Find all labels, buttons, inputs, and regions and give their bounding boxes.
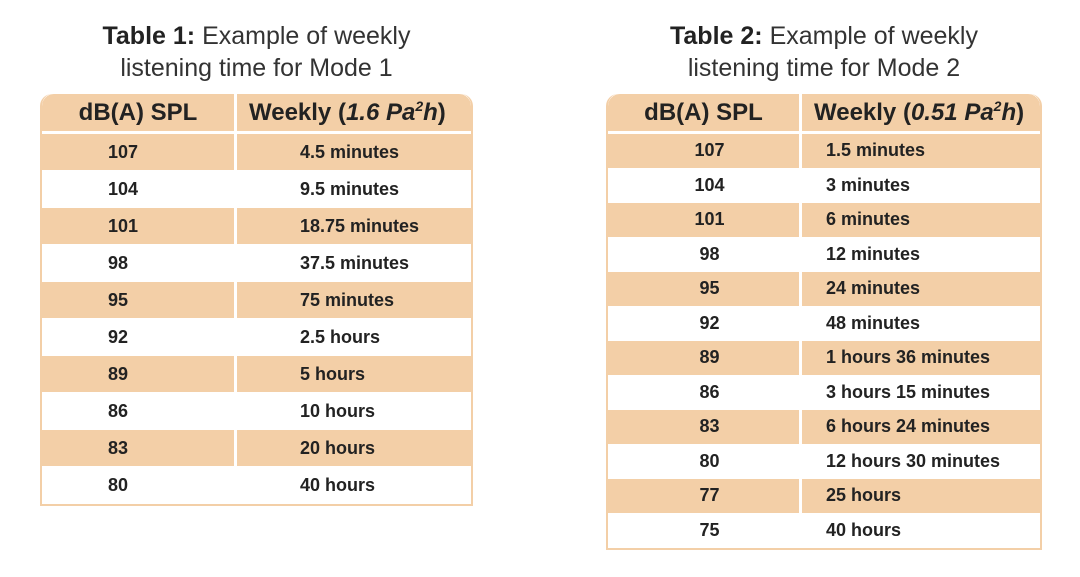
weekly-time-cell: 1.5 minutes bbox=[826, 140, 926, 161]
weekly-time-cell: 25 hours bbox=[826, 485, 902, 506]
spl-cell: 86 bbox=[608, 375, 802, 409]
table2-body: 107 1.5 minutes 104 3 minutes 101 6 minutes 98… bbox=[608, 134, 1040, 548]
weekly-time-cell: 40 hours bbox=[826, 519, 902, 540]
table-row: 101 18.75 minutes bbox=[42, 208, 471, 245]
table2-header-weekly-unit: h bbox=[1001, 99, 1017, 126]
table1-caption: Table 1: Example of weekly listening tim… bbox=[40, 20, 473, 84]
weekly-time-cell: 4.5 minutes bbox=[300, 141, 400, 162]
table-row: 107 4.5 minutes bbox=[42, 134, 471, 171]
spl-cell: 77 bbox=[608, 479, 802, 513]
table2-caption-line2: listening time for Mode 2 bbox=[687, 54, 961, 82]
table1-header-weekly-unit: h bbox=[423, 99, 438, 126]
spl-cell: 101 bbox=[42, 208, 237, 244]
table2-caption-label: Table 2: bbox=[669, 22, 763, 50]
table1-caption-label: Table 1: bbox=[102, 22, 196, 50]
spl-cell: 104 bbox=[608, 168, 802, 202]
table2-header-spl: dB(A) SPL bbox=[608, 94, 802, 131]
spl-cell: 92 bbox=[608, 306, 802, 340]
spl-cell: 98 bbox=[42, 245, 237, 281]
table1-header-row: dB(A) SPL Weekly (1.6 Pa2h ) bbox=[42, 94, 471, 134]
table-row: 98 37.5 minutes bbox=[42, 245, 471, 282]
table1-header-weekly-sup: 2 bbox=[415, 98, 424, 114]
weekly-time-cell: 6 minutes bbox=[826, 209, 911, 230]
spl-cell: 107 bbox=[608, 134, 802, 168]
table1-caption-line2: listening time for Mode 1 bbox=[120, 54, 393, 82]
weekly-time-cell: 3 minutes bbox=[826, 174, 911, 195]
spl-cell: 95 bbox=[42, 282, 237, 318]
table-row: 86 3 hours 15 minutes bbox=[608, 375, 1040, 410]
weekly-time-cell: 48 minutes bbox=[826, 312, 921, 333]
weekly-time-cell: 3 hours 15 minutes bbox=[826, 381, 991, 402]
table-row: 89 5 hours bbox=[42, 356, 471, 393]
table-row: 77 25 hours bbox=[608, 479, 1040, 514]
table-row: 107 1.5 minutes bbox=[608, 134, 1040, 169]
table-row: 86 10 hours bbox=[42, 393, 471, 430]
table-row: 95 24 minutes bbox=[608, 272, 1040, 307]
weekly-time-cell: 1 hours 36 minutes bbox=[826, 347, 991, 368]
spl-cell: 89 bbox=[42, 356, 237, 392]
spl-cell: 92 bbox=[42, 319, 237, 355]
table1-header-weekly-value: 1.6 Pa bbox=[345, 99, 416, 126]
weekly-time-cell: 12 minutes bbox=[826, 243, 921, 264]
table-row: 104 9.5 minutes bbox=[42, 171, 471, 208]
table-row: 95 75 minutes bbox=[42, 282, 471, 319]
weekly-time-cell: 10 hours bbox=[300, 400, 376, 421]
table1-header-weekly-prefix: Weekly ( bbox=[249, 98, 346, 126]
spl-cell: 86 bbox=[42, 393, 237, 429]
table1: dB(A) SPL Weekly (1.6 Pa2h ) 107 4.5 minu… bbox=[40, 94, 473, 506]
weekly-time-cell: 2.5 hours bbox=[300, 326, 381, 347]
table-row: 80 40 hours bbox=[42, 467, 471, 504]
weekly-time-cell: 18.75 minutes bbox=[300, 215, 420, 236]
spl-cell: 101 bbox=[608, 203, 802, 237]
table-row: 83 6 hours 24 minutes bbox=[608, 410, 1040, 445]
table2-caption-line1: Table 2: Example of weekly bbox=[606, 20, 1042, 52]
table2-header-weekly-value: 0.51 Pa bbox=[910, 99, 994, 126]
spl-cell: 95 bbox=[608, 272, 802, 306]
table-row: 104 3 minutes bbox=[608, 168, 1040, 203]
table-row: 98 12 minutes bbox=[608, 237, 1040, 272]
table2: dB(A) SPL Weekly (0.51 Pa2h ) 107 1.5 min… bbox=[606, 94, 1042, 550]
spl-cell: 80 bbox=[608, 444, 802, 478]
spl-cell: 75 bbox=[608, 513, 802, 547]
table-row: 92 2.5 hours bbox=[42, 319, 471, 356]
spl-cell: 83 bbox=[42, 430, 237, 466]
table1-caption-line1: Table 1: Example of weekly bbox=[40, 20, 473, 52]
table2-header-weekly-sup: 2 bbox=[993, 98, 1002, 114]
table-row: 101 6 minutes bbox=[608, 203, 1040, 238]
spl-cell: 89 bbox=[608, 341, 802, 375]
table1-header-weekly: Weekly (1.6 Pa2h ) bbox=[237, 94, 471, 131]
weekly-time-cell: 12 hours 30 minutes bbox=[826, 450, 1001, 471]
table2-header-weekly: Weekly (0.51 Pa2h ) bbox=[802, 94, 1040, 131]
weekly-time-cell: 75 minutes bbox=[300, 289, 395, 310]
table-row: 89 1 hours 36 minutes bbox=[608, 341, 1040, 376]
spl-cell: 98 bbox=[608, 237, 802, 271]
table1-header-spl: dB(A) SPL bbox=[42, 94, 237, 131]
weekly-time-cell: 6 hours 24 minutes bbox=[826, 416, 991, 437]
table-row: 80 12 hours 30 minutes bbox=[608, 444, 1040, 479]
table2-header-row: dB(A) SPL Weekly (0.51 Pa2h ) bbox=[608, 94, 1040, 134]
table2-header-weekly-prefix: Weekly ( bbox=[814, 98, 911, 126]
table1-header-weekly-suffix: ) bbox=[437, 98, 446, 126]
table2-caption-text: Example of weekly bbox=[769, 22, 978, 50]
table1-caption-text: Example of weekly bbox=[202, 22, 411, 50]
weekly-time-cell: 37.5 minutes bbox=[300, 252, 410, 273]
weekly-time-cell: 24 minutes bbox=[826, 278, 921, 299]
spl-cell: 107 bbox=[42, 134, 237, 170]
spl-cell: 104 bbox=[42, 171, 237, 207]
table2-caption: Table 2: Example of weekly listening tim… bbox=[606, 20, 1042, 84]
spl-cell: 83 bbox=[608, 410, 802, 444]
weekly-time-cell: 40 hours bbox=[300, 474, 376, 495]
weekly-time-cell: 9.5 minutes bbox=[300, 178, 400, 199]
table-row: 83 20 hours bbox=[42, 430, 471, 467]
table-row: 75 40 hours bbox=[608, 513, 1040, 548]
weekly-time-cell: 5 hours bbox=[300, 363, 366, 384]
table-row: 92 48 minutes bbox=[608, 306, 1040, 341]
weekly-time-cell: 20 hours bbox=[300, 437, 376, 458]
table1-body: 107 4.5 minutes 104 9.5 minutes 101 18.75 min… bbox=[42, 134, 471, 504]
table2-header-weekly-suffix: ) bbox=[1016, 98, 1025, 126]
spl-cell: 80 bbox=[42, 467, 237, 503]
